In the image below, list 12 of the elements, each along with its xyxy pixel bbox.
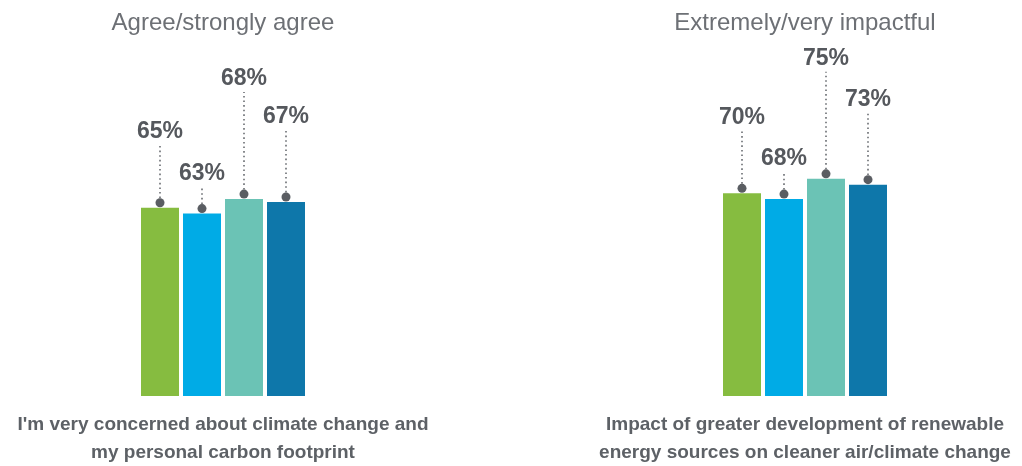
x-axis-title: I'm very concerned about climate change and my personal carbon footprint bbox=[16, 412, 430, 464]
x-axis-title: Impact of greater development of renewable energy sources on cleaner air/climate change bbox=[598, 412, 1012, 464]
data-label: 73% bbox=[844, 84, 892, 111]
data-label: 70% bbox=[718, 102, 766, 129]
chart-title: Agree/strongly agree bbox=[110, 7, 336, 37]
chart-title: Extremely/very impactful bbox=[673, 7, 937, 37]
data-label: 65% bbox=[136, 117, 184, 144]
data-label: 67% bbox=[262, 102, 310, 129]
data-label: 75% bbox=[802, 44, 850, 71]
data-label: 68% bbox=[760, 144, 808, 171]
data-label: 63% bbox=[178, 158, 226, 185]
data-label: 68% bbox=[220, 64, 268, 91]
